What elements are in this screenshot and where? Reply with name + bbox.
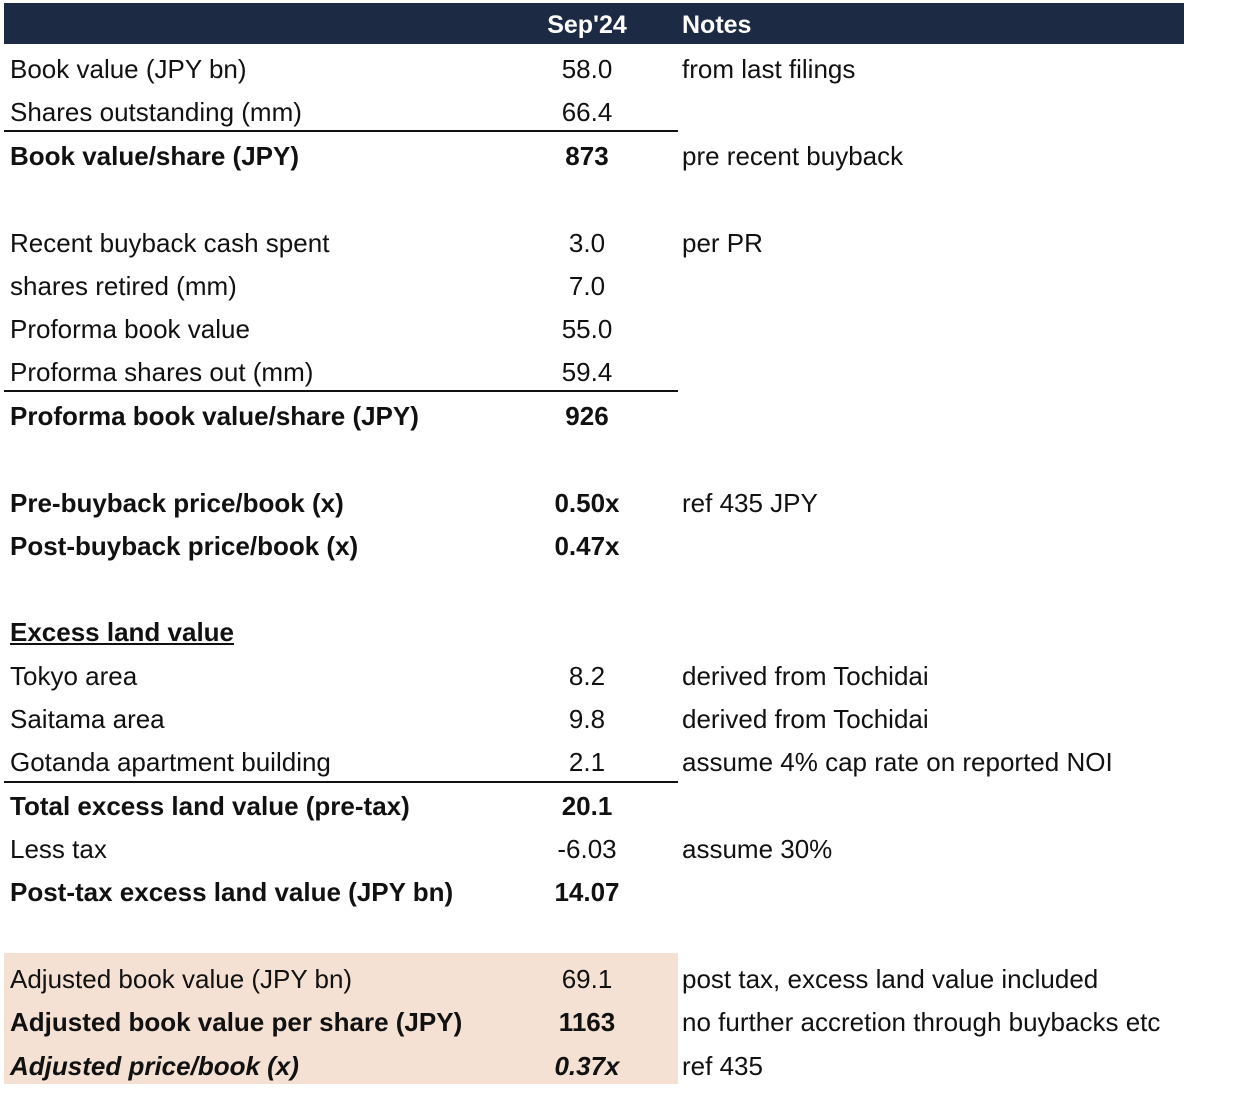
row-note: from last filings [682, 54, 856, 84]
row-label: Proforma shares out (mm) [10, 357, 314, 387]
table-row: Saitama area 9.8 derived from Tochidai [4, 696, 1235, 739]
row-value: 2.1 [568, 747, 606, 777]
table-row: Book value (JPY bn) 58.0 from last filin… [4, 46, 1235, 89]
table-row: Shares outstanding (mm) 66.4 [4, 89, 1235, 132]
row-label: Adjusted book value per share (JPY) [10, 1007, 463, 1037]
row-label: Pre-buyback price/book (x) [10, 488, 344, 518]
table-row: shares retired (mm) 7.0 [4, 263, 1235, 306]
table-row: Total excess land value (pre-tax) 20.1 [4, 783, 1235, 826]
row-value: 59.4 [561, 357, 613, 387]
row-value: 0.47x [554, 531, 620, 561]
table-header: Sep'24 Notes [4, 3, 1184, 44]
row-value: 1163 [558, 1007, 616, 1037]
row-note: per PR [682, 228, 763, 258]
table-row: Adjusted book value per share (JPY) 1163… [4, 999, 1235, 1042]
row-label: Book value/share (JPY) [10, 141, 299, 171]
table-row: Less tax -6.03 assume 30% [4, 826, 1235, 869]
table-row: Post-buyback price/book (x) 0.47x [4, 523, 1235, 566]
row-note: derived from Tochidai [682, 661, 929, 691]
table-row: Post-tax excess land value (JPY bn) 14.0… [4, 869, 1235, 912]
table-row: Excess land value [4, 609, 1235, 652]
row-value: 69.1 [561, 964, 613, 994]
row-note: post tax, excess land value included [682, 964, 1099, 994]
row-note: assume 4% cap rate on reported NOI [682, 747, 1113, 777]
table-row: Adjusted book value (JPY bn) 69.1 post t… [4, 956, 1235, 999]
header-notes: Notes [682, 11, 752, 39]
row-label: Tokyo area [10, 661, 138, 691]
row-label: Total excess land value (pre-tax) [10, 791, 410, 821]
row-value: 9.8 [568, 704, 606, 734]
table-row: Proforma shares out (mm) 59.4 [4, 349, 1235, 392]
row-value: 0.50x [554, 488, 620, 518]
row-label: shares retired (mm) [10, 271, 237, 301]
row-label: Post-buyback price/book (x) [10, 531, 359, 561]
row-note: ref 435 JPY [682, 488, 818, 518]
table-row: Recent buyback cash spent 3.0 per PR [4, 220, 1235, 263]
row-value: 873 [565, 141, 609, 171]
table-row: Proforma book value 55.0 [4, 306, 1235, 349]
row-note: pre recent buyback [682, 141, 904, 171]
row-value: 7.0 [568, 271, 606, 301]
row-label: Book value (JPY bn) [10, 54, 247, 84]
row-label: Shares outstanding (mm) [10, 97, 302, 127]
row-value: 66.4 [561, 97, 613, 127]
row-note: derived from Tochidai [682, 704, 929, 734]
row-note: ref 435 [682, 1051, 763, 1081]
row-label: Adjusted book value (JPY bn) [10, 964, 353, 994]
row-label: Proforma book value/share (JPY) [10, 401, 419, 431]
row-label: Post-tax excess land value (JPY bn) [10, 877, 454, 907]
adjusted-highlight [4, 953, 678, 1084]
row-value: 3.0 [568, 228, 606, 258]
table-row: Gotanda apartment building 2.1 assume 4%… [4, 739, 1235, 782]
row-label: Gotanda apartment building [10, 747, 331, 777]
row-label: Saitama area [10, 704, 165, 734]
table-row: Pre-buyback price/book (x) 0.50x ref 435… [4, 480, 1235, 523]
row-value: 8.2 [568, 661, 606, 691]
row-value: 20.1 [561, 791, 613, 821]
table-row: Book value/share (JPY) 873 pre recent bu… [4, 133, 1235, 176]
section-heading: Excess land value [10, 617, 235, 647]
rule-line [4, 390, 678, 392]
row-value: 55.0 [561, 314, 613, 344]
row-value: 0.37x [554, 1051, 620, 1081]
table-row: Adjusted price/book (x) 0.37x ref 435 [4, 1043, 1235, 1086]
table-row: Proforma book value/share (JPY) 926 [4, 393, 1235, 436]
row-value: 14.07 [554, 877, 620, 907]
row-label: Less tax [10, 834, 107, 864]
row-label: Adjusted price/book (x) [10, 1051, 299, 1081]
header-period: Sep'24 [547, 11, 627, 39]
table-row: Tokyo area 8.2 derived from Tochidai [4, 653, 1235, 696]
row-label: Proforma book value [10, 314, 250, 344]
row-value: 926 [565, 401, 609, 431]
row-value: 58.0 [561, 54, 613, 84]
row-value: -6.03 [557, 834, 617, 864]
row-label: Recent buyback cash spent [10, 228, 330, 258]
row-note: no further accretion through buybacks et… [682, 1007, 1161, 1037]
rule-line [4, 781, 678, 783]
rule-line [4, 130, 678, 132]
row-note: assume 30% [682, 834, 833, 864]
